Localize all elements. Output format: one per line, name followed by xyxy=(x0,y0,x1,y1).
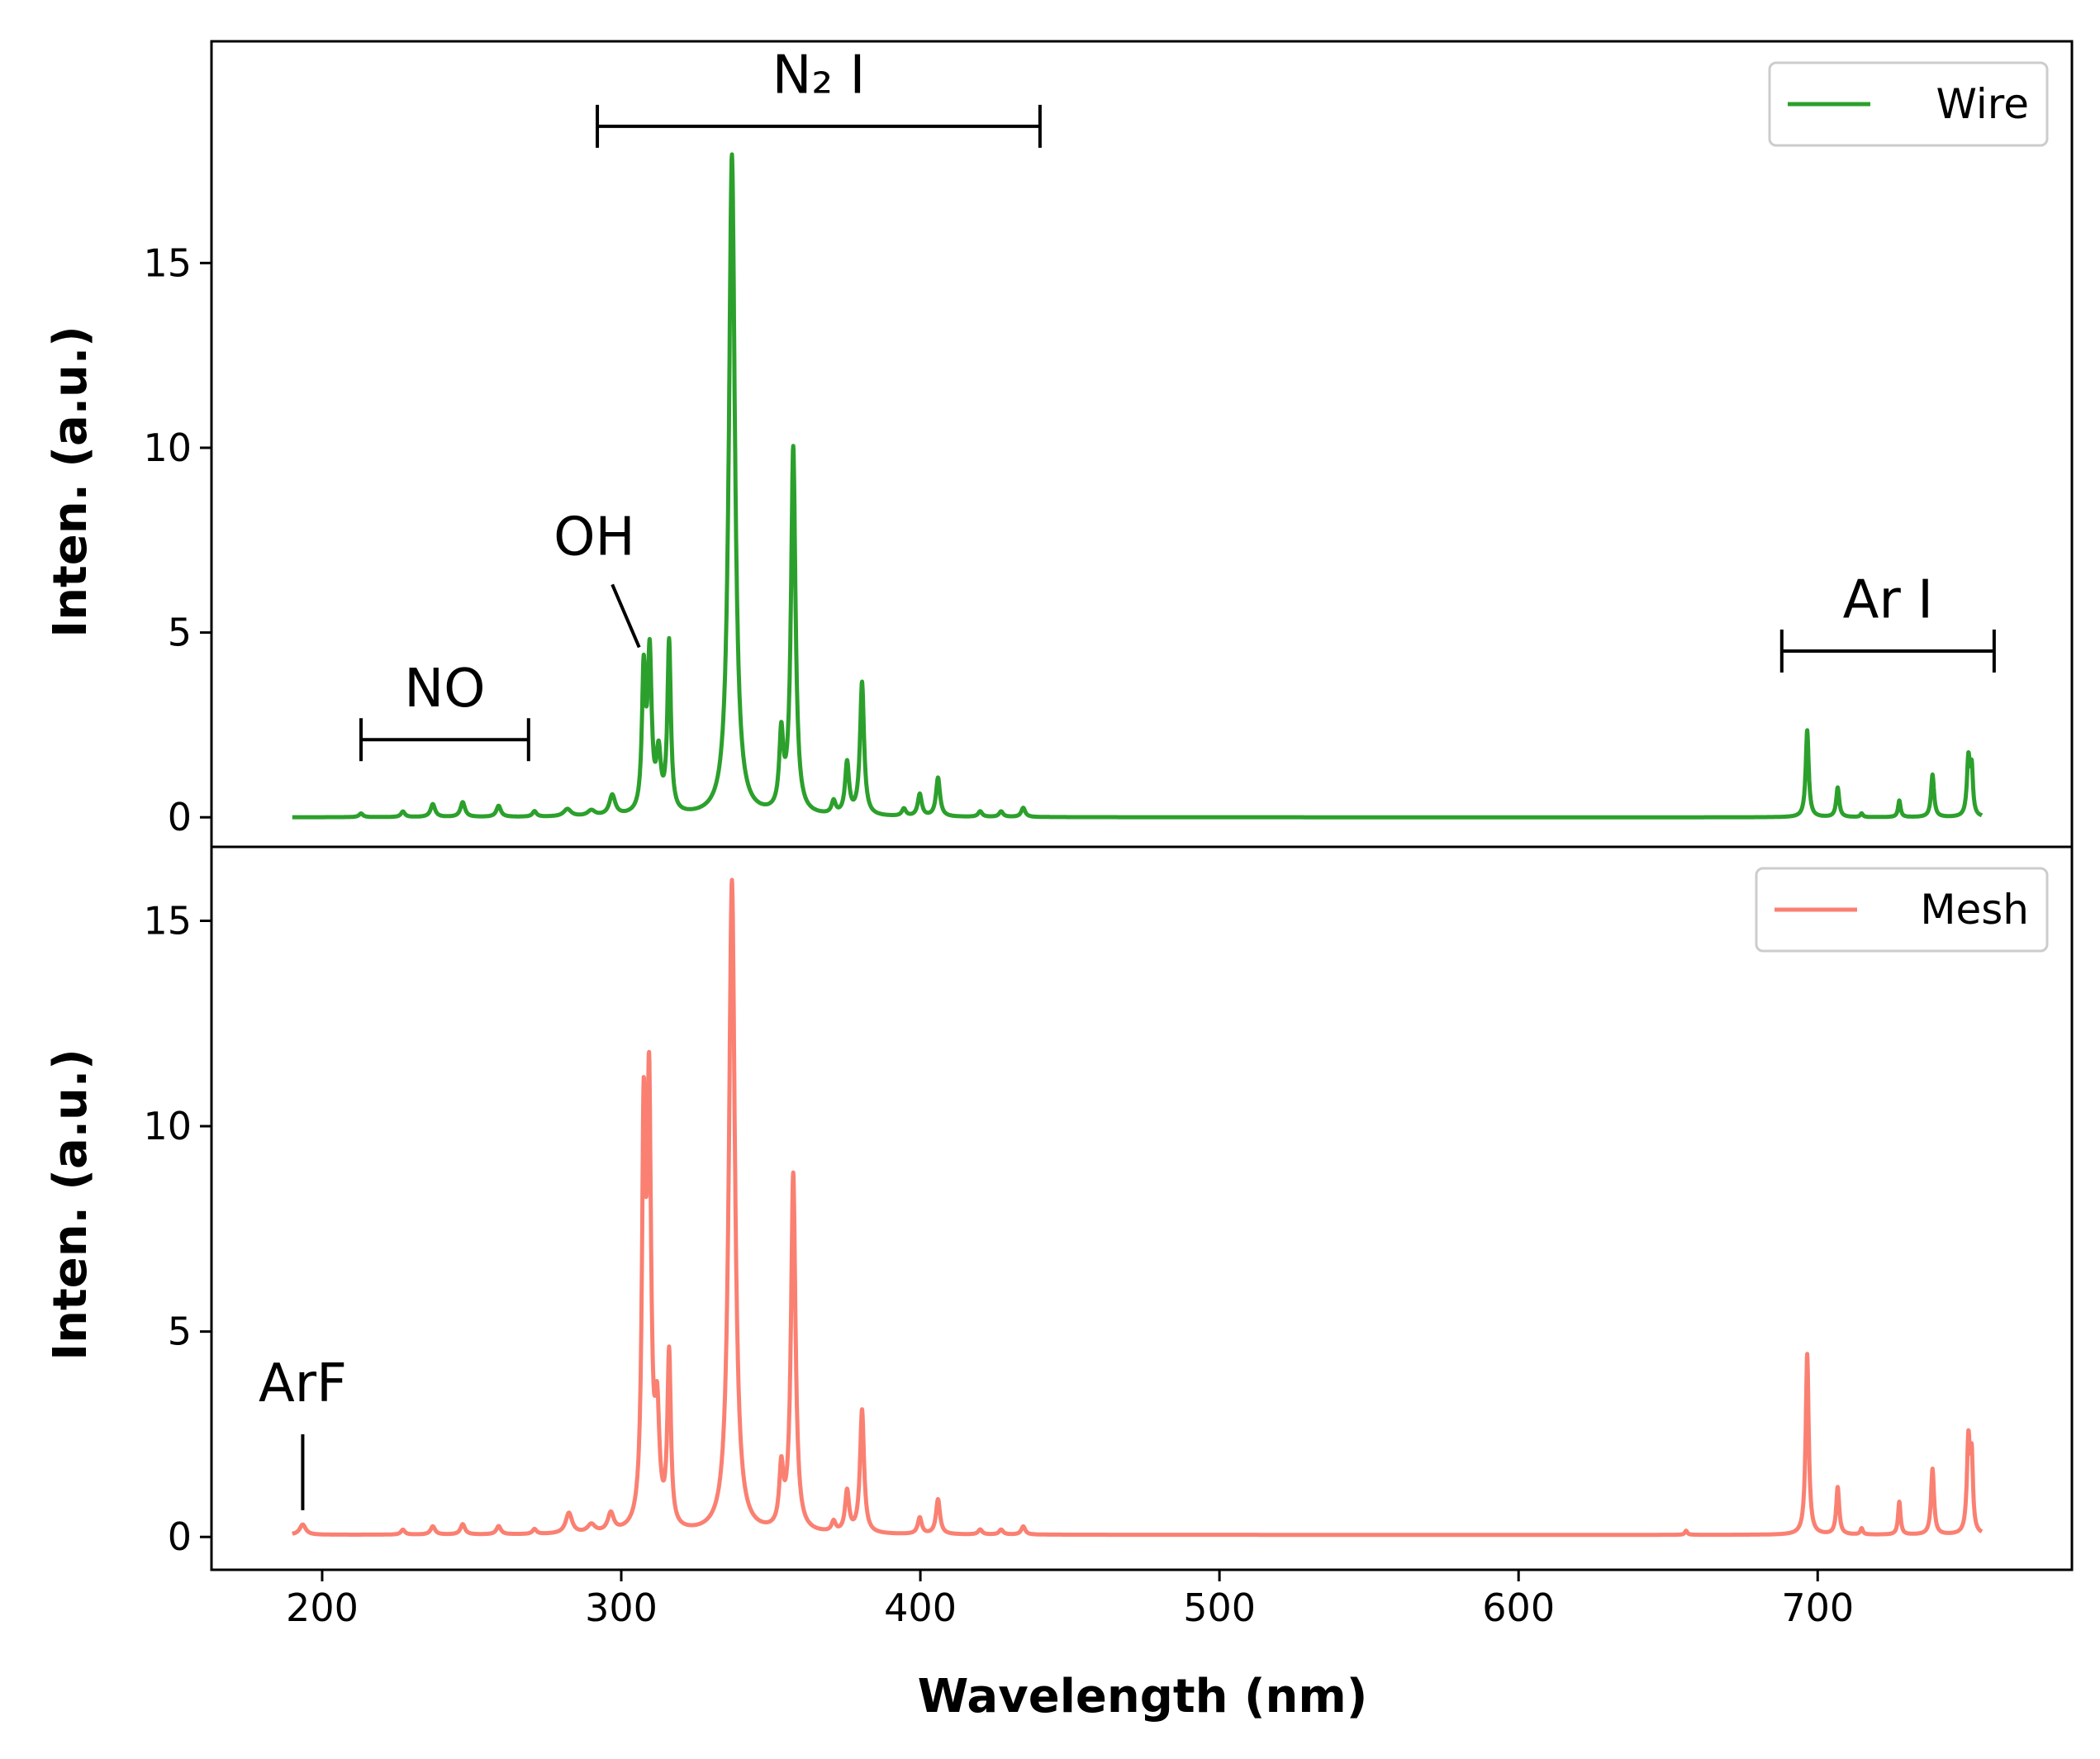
x-tick-label: 200 xyxy=(286,1585,359,1630)
legend-frame xyxy=(1768,61,2049,147)
legend-mesh: Mesh xyxy=(1755,867,2049,953)
annotation-label-ni: N₂ I xyxy=(772,45,866,107)
annotation-label-arf: ArF xyxy=(259,1353,347,1414)
x-tick-label: 300 xyxy=(585,1585,658,1630)
y-axis-label-bottom: Inten. (a.u.) xyxy=(44,1048,97,1360)
legend-frame xyxy=(1755,867,2049,953)
legend-label: Mesh xyxy=(1920,886,2029,934)
legend-label: Wire xyxy=(1936,80,2029,128)
y-tick-label: 15 xyxy=(143,898,192,943)
series-line-mesh xyxy=(290,877,1984,1538)
x-tick-label: 400 xyxy=(884,1585,957,1630)
y-tick-label: 10 xyxy=(143,1104,192,1148)
mesh-plot-area xyxy=(290,877,1984,1538)
y-tick-label: 0 xyxy=(168,795,192,839)
panel-mesh: 0 5 10 15 ArF Mesh xyxy=(143,845,2074,1571)
annotation-label-oh: OH xyxy=(554,507,635,568)
wire-plot-area xyxy=(290,152,1984,820)
annotation-label-no: NO xyxy=(404,658,485,720)
y-tick-label: 10 xyxy=(143,425,192,470)
series-line-wire xyxy=(290,152,1984,820)
legend-wire: Wire xyxy=(1768,61,2049,147)
y-tick-label: 0 xyxy=(168,1514,192,1559)
y-tick-label: 5 xyxy=(168,1310,192,1354)
x-tick-label: 600 xyxy=(1482,1585,1555,1630)
x-tick-label: 500 xyxy=(1183,1585,1256,1630)
x-axis-label: Wavelength (nm) xyxy=(918,1670,1368,1723)
annotation-label-ari: Ar I xyxy=(1843,570,1933,631)
panel-wire: 0 5 10 15 NO N₂ I Ar I OH Wire xyxy=(143,40,2074,849)
axes-frame xyxy=(210,845,2074,1571)
x-tick-label: 700 xyxy=(1781,1585,1854,1630)
annotation-pointer-line xyxy=(611,583,641,649)
y-tick-label: 5 xyxy=(168,611,192,655)
y-tick-label: 15 xyxy=(143,240,192,285)
y-axis-label-top: Inten. (a.u.) xyxy=(44,326,97,637)
